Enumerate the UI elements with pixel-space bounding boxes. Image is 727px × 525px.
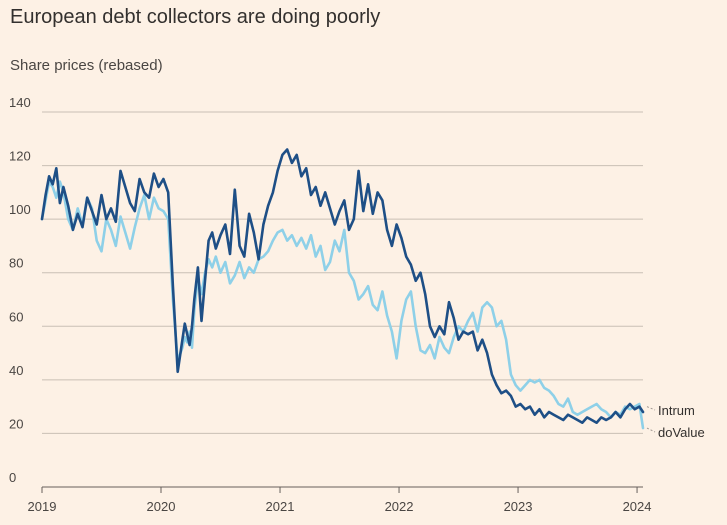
x-tick-label: 2024 [623,499,652,514]
series-layer [40,148,645,430]
y-tick-label: 120 [9,149,31,164]
x-tick-label: 2022 [385,499,414,514]
legend-leader-dovalue [646,427,656,433]
series-line-dovalue [40,180,645,430]
label-layer: Intrum doValue [646,403,705,440]
y-tick-label: 20 [9,416,23,431]
chart-subtitle: Share prices (rebased) [10,57,163,74]
chart-title: European debt collectors are doing poorl… [10,6,381,28]
y-tick-label: 140 [9,95,31,110]
legend-label-dovalue: doValue [658,425,705,440]
x-tick-label: 2023 [504,499,533,514]
series-line-intrum [40,148,645,424]
y-tick-label: 0 [9,470,16,485]
y-tick-label: 60 [9,309,23,324]
grid-layer: 0 20 40 60 80 100 120 140 2019 2020 2021 2022 2023 20… [9,95,652,514]
x-tick-label: 2019 [28,499,57,514]
y-tick-label: 80 [9,256,23,271]
y-tick-label: 40 [9,363,23,378]
legend-label-intrum: Intrum [658,403,695,418]
x-tick-label: 2020 [147,499,176,514]
y-tick-label: 100 [9,202,31,217]
legend-leader-intrum [646,406,656,411]
x-tick-label: 2021 [266,499,295,514]
